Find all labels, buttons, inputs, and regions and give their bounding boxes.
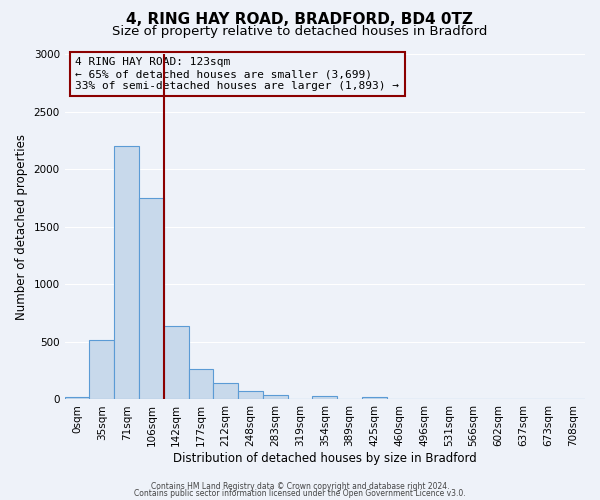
Bar (114, 146, 139, 400)
X-axis label: Distribution of detached houses by size in Bradford: Distribution of detached houses by size … (173, 452, 477, 465)
Bar (188, 369, 214, 400)
Bar (65, 397, 89, 400)
Bar (139, 198, 164, 400)
Y-axis label: Number of detached properties: Number of detached properties (15, 134, 28, 320)
Bar (263, 395, 287, 400)
Bar (164, 326, 188, 400)
Bar (238, 391, 263, 400)
Bar (362, 397, 387, 400)
Bar (89, 340, 114, 400)
Bar (313, 396, 337, 400)
Text: Contains public sector information licensed under the Open Government Licence v3: Contains public sector information licen… (134, 488, 466, 498)
Text: 4, RING HAY ROAD, BRADFORD, BD4 0TZ: 4, RING HAY ROAD, BRADFORD, BD4 0TZ (127, 12, 473, 28)
Text: Size of property relative to detached houses in Bradford: Size of property relative to detached ho… (112, 25, 488, 38)
Bar (214, 384, 238, 400)
Text: 4 RING HAY ROAD: 123sqm
← 65% of detached houses are smaller (3,699)
33% of semi: 4 RING HAY ROAD: 123sqm ← 65% of detache… (75, 58, 399, 90)
Text: Contains HM Land Registry data © Crown copyright and database right 2024.: Contains HM Land Registry data © Crown c… (151, 482, 449, 491)
